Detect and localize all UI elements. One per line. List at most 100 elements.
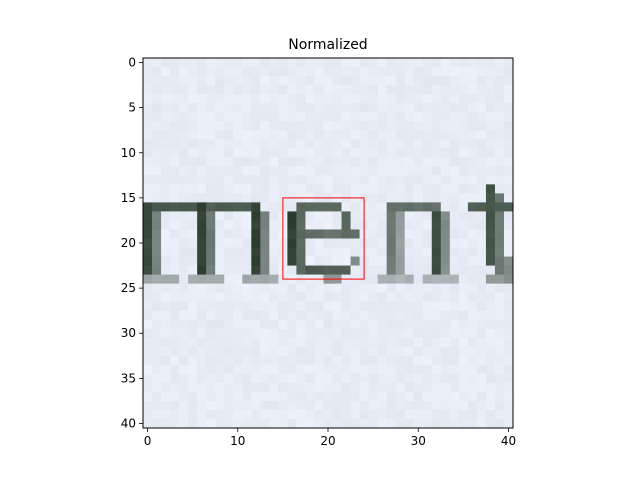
- y-tick-label: 25: [121, 281, 136, 295]
- image-pixel: [476, 256, 487, 267]
- image-pixel: [296, 310, 307, 321]
- image-pixel: [422, 157, 433, 167]
- image-pixel: [503, 220, 513, 231]
- image-pixel: [188, 265, 198, 276]
- image-pixel: [377, 373, 388, 384]
- image-pixel: [386, 337, 397, 348]
- image-pixel: [188, 58, 198, 68]
- image-pixel: [224, 76, 234, 86]
- image-pixel: [251, 157, 261, 167]
- image-pixel: [494, 94, 505, 104]
- image-pixel: [323, 175, 334, 185]
- image-pixel: [260, 211, 270, 222]
- image-pixel: [368, 337, 379, 348]
- image-pixel: [323, 94, 334, 104]
- image-pixel: [494, 148, 505, 158]
- image-pixel: [197, 202, 207, 213]
- image-pixel: [287, 112, 298, 122]
- image-pixel: [341, 391, 352, 402]
- image-pixel: [404, 121, 415, 131]
- image-pixel: [188, 382, 198, 393]
- image-pixel: [188, 409, 198, 420]
- image-pixel: [350, 409, 361, 420]
- image-pixel: [440, 184, 451, 194]
- image-pixel: [449, 130, 460, 140]
- image-pixel: [458, 328, 469, 339]
- image-pixel: [368, 166, 379, 176]
- image-pixel: [404, 346, 415, 357]
- image-pixel: [161, 103, 171, 113]
- image-pixel: [341, 418, 352, 428]
- image-pixel: [287, 139, 298, 149]
- image-pixel: [467, 229, 478, 240]
- image-pixel: [215, 229, 225, 240]
- image-pixel: [296, 373, 307, 384]
- image-pixel: [197, 283, 207, 294]
- image-pixel: [161, 346, 171, 357]
- image-pixel: [296, 166, 307, 176]
- image-pixel: [251, 58, 261, 68]
- image-pixel: [503, 328, 513, 339]
- image-pixel: [269, 130, 279, 140]
- image-pixel: [161, 256, 171, 267]
- image-pixel: [359, 400, 370, 411]
- image-pixel: [332, 328, 343, 339]
- image-pixel: [215, 337, 225, 348]
- image-pixel: [476, 148, 487, 158]
- image-pixel: [503, 103, 513, 113]
- image-pixel: [323, 391, 334, 402]
- image-pixel: [359, 346, 370, 357]
- image-pixel: [242, 76, 252, 86]
- image-pixel: [377, 103, 388, 113]
- image-pixel: [278, 103, 288, 113]
- image-pixel: [224, 373, 234, 384]
- image-pixel: [260, 94, 270, 104]
- image-pixel: [287, 166, 298, 176]
- image-pixel: [440, 148, 451, 158]
- image-pixel: [206, 76, 216, 86]
- image-pixel: [395, 373, 406, 384]
- image-pixel: [332, 175, 343, 185]
- image-pixel: [197, 103, 207, 113]
- image-pixel: [485, 328, 496, 339]
- image-pixel: [359, 103, 370, 113]
- image-pixel: [359, 337, 370, 348]
- image-pixel: [305, 76, 316, 86]
- image-pixel: [485, 274, 496, 285]
- image-pixel: [152, 310, 162, 321]
- x-tick-label: 20: [320, 434, 335, 448]
- image-pixel: [323, 265, 334, 276]
- image-pixel: [350, 265, 361, 276]
- image-pixel: [377, 310, 388, 321]
- image-pixel: [206, 418, 216, 428]
- image-pixel: [332, 76, 343, 86]
- image-pixel: [197, 193, 207, 203]
- image-pixel: [323, 85, 334, 95]
- image-pixel: [152, 220, 162, 231]
- image-pixel: [341, 238, 352, 249]
- image-pixel: [386, 130, 397, 140]
- image-pixel: [260, 175, 270, 185]
- image-pixel: [314, 184, 325, 194]
- image-pixel: [314, 238, 325, 249]
- image-pixel: [431, 121, 442, 131]
- image-pixel: [395, 184, 406, 194]
- image-pixel: [368, 391, 379, 402]
- image-pixel: [287, 310, 298, 321]
- image-pixel: [296, 184, 307, 194]
- image-pixel: [467, 166, 478, 176]
- image-pixel: [161, 319, 171, 330]
- image-pixel: [287, 391, 298, 402]
- image-pixel: [494, 157, 505, 167]
- image-pixel: [467, 238, 478, 249]
- image-pixel: [377, 166, 388, 176]
- image-pixel: [215, 256, 225, 267]
- image-pixel: [251, 292, 261, 303]
- image-pixel: [287, 283, 298, 294]
- image-pixel: [485, 337, 496, 348]
- image-pixel: [440, 238, 451, 249]
- image-pixel: [485, 76, 496, 86]
- image-pixel: [251, 85, 261, 95]
- image-pixel: [449, 310, 460, 321]
- image-pixel: [260, 67, 270, 77]
